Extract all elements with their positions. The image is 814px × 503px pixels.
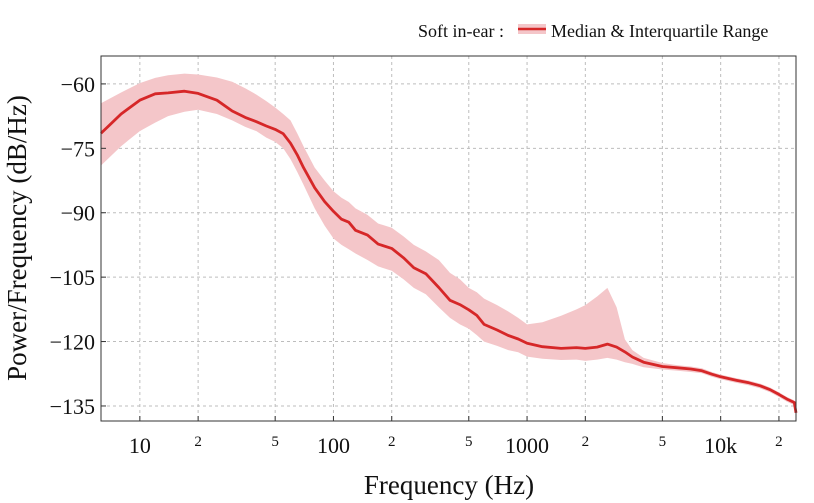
x-tick-label: 1000 bbox=[505, 433, 549, 458]
median-line-group bbox=[100, 89, 798, 414]
plot-background bbox=[101, 56, 796, 421]
y-tick-label: −90 bbox=[61, 201, 95, 226]
x-axis-ticks: 10 2 5 100 2 5 1000 2 5 10k 2 bbox=[129, 416, 783, 458]
x-tick-label: 10k bbox=[704, 433, 737, 458]
plot-frame bbox=[100, 55, 797, 422]
iqr-band bbox=[101, 73, 796, 416]
x-tick-label: 5 bbox=[271, 434, 279, 450]
x-tick-label: 5 bbox=[465, 434, 473, 450]
plot-area bbox=[101, 56, 796, 421]
iqr-band-group bbox=[101, 73, 796, 416]
y-tick-label: −135 bbox=[50, 394, 95, 419]
x-tick-label: 2 bbox=[582, 434, 590, 450]
y-tick-label: −75 bbox=[61, 136, 95, 161]
x-tick-label: 2 bbox=[775, 434, 783, 450]
x-tick-label: 100 bbox=[317, 433, 350, 458]
x-tick-label: 5 bbox=[659, 434, 667, 450]
y-tick-label: −120 bbox=[50, 330, 95, 355]
y-tick-label: −105 bbox=[50, 265, 95, 290]
legend-entry-median-iqr: Median & Interquartile Range bbox=[551, 21, 768, 41]
x-tick-label: 2 bbox=[388, 434, 396, 450]
y-tick-label: −60 bbox=[61, 72, 95, 97]
x-axis-label: Frequency (Hz) bbox=[364, 470, 534, 500]
legend-prefix: Soft in-ear : bbox=[418, 21, 504, 41]
x-tick-label: 2 bbox=[194, 434, 202, 450]
plot-border bbox=[100, 55, 797, 422]
x-tick-label: 10 bbox=[129, 433, 151, 458]
median-line bbox=[100, 89, 798, 414]
y-axis-label: Power/Frequency (dB/Hz) bbox=[2, 95, 32, 381]
legend: Soft in-ear : Median & Interquartile Ran… bbox=[418, 21, 768, 41]
y-axis-ticks: −60 −75 −90 −105 −120 −135 bbox=[50, 72, 106, 419]
